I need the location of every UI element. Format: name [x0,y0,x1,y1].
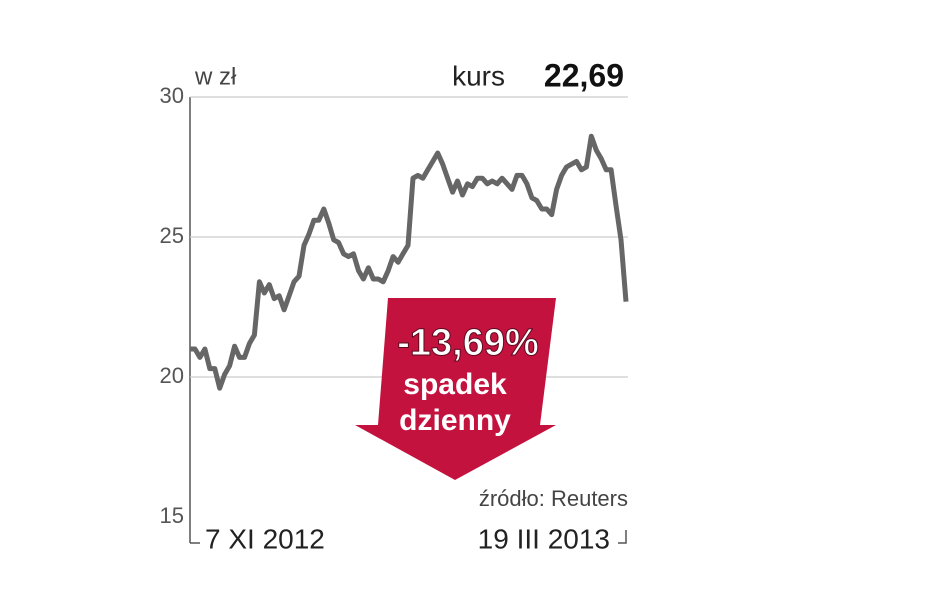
y-tick-label: 30 [160,83,184,108]
change-caption: spadek [403,368,507,401]
price: 22,69 [544,57,624,93]
arrow [355,298,556,480]
y-tick-label: 20 [160,363,184,388]
x-tick-label: 19 III 2013 [478,523,610,554]
y-tick-label: 15 [160,503,184,528]
axis-corner [618,530,627,544]
change: -13,69% [397,322,539,364]
change-caption: dzienny [399,404,511,437]
price-line [190,133,629,391]
source: źródło: Reuters [479,486,628,511]
price-label: kurs [452,60,505,91]
y-unit: w zł [194,63,237,90]
plot: 15 20 25 30 7 XI 2012 19 III 2013 [160,83,629,554]
x-tick-label: 7 XI 2012 [205,523,325,554]
y-tick-label: 25 [160,223,184,248]
